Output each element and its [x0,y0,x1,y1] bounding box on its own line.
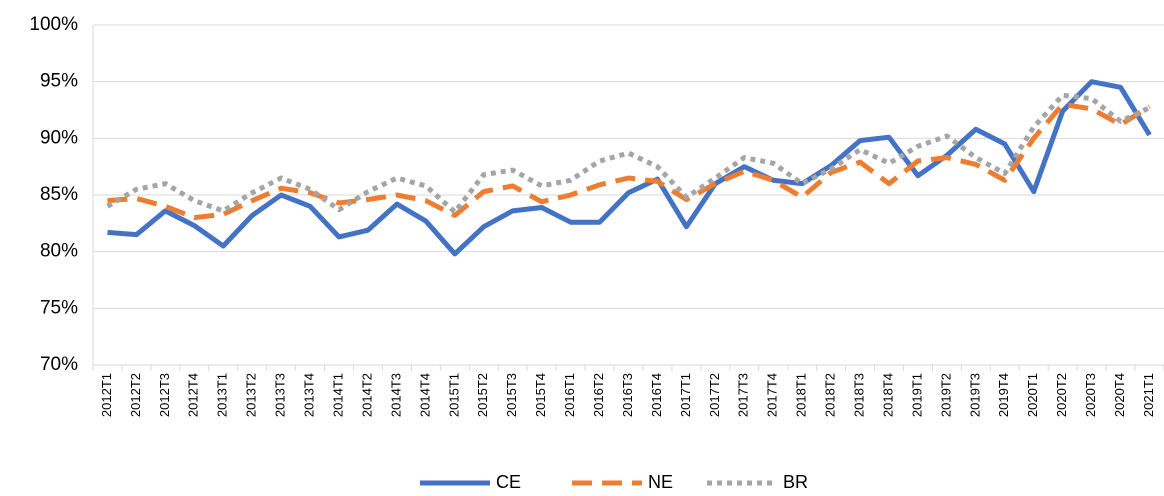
y-tick-label: 90% [40,127,78,148]
x-tick-label: 2012T4 [186,373,201,417]
x-tick-label: 2016T4 [649,373,664,417]
x-tick-label: 2012T3 [157,373,172,417]
x-tick-label: 2015T2 [475,373,490,417]
x-tick-label: 2021T1 [1141,373,1156,417]
x-tick-label: 2019T2 [938,373,953,417]
legend-label: CE [496,472,521,491]
y-tick-label: 100% [29,14,78,35]
x-tick-label: 2018T1 [794,373,809,417]
x-tick-label: 2014T2 [359,373,374,417]
x-tick-label: 2013T2 [244,373,259,417]
x-tick-label: 2018T2 [823,373,838,417]
x-tick-label: 2019T4 [996,373,1011,417]
x-tick-label: 2020T4 [1112,373,1127,417]
x-tick-label: 2015T4 [533,373,548,417]
series-line [107,101,1151,221]
x-tick-label: 2014T3 [388,373,403,417]
x-tick-label: 2013T4 [302,373,317,417]
y-tick-label: 75% [40,297,78,318]
x-tick-label: 2013T1 [215,373,230,417]
x-tick-label: 2020T2 [1054,373,1069,417]
x-tick-label: 2017T4 [765,373,780,417]
x-tick-label: 2019T3 [967,373,982,417]
y-tick-label: 80% [40,241,78,262]
y-tick-label: 85% [40,184,78,205]
x-tick-label: 2015T1 [446,373,461,417]
x-tick-label: 2018T3 [852,373,867,417]
series-line [107,79,1152,257]
legend-label: NE [648,472,673,491]
x-tick-label: 2017T3 [736,373,751,417]
x-tick-label: 2014T1 [330,373,345,417]
x-tick-label: 2016T2 [591,373,606,417]
x-tick-label: 2017T2 [707,373,722,417]
x-tick-label: 2018T4 [880,373,895,417]
x-tick-label: 2017T1 [678,373,693,417]
series-line [106,92,1151,215]
x-tick-label: 2019T1 [909,373,924,417]
x-tick-label: 2012T2 [128,373,143,417]
x-tick-label: 2014T4 [417,373,432,417]
legend-label: BR [783,472,808,491]
x-tick-label: 2016T1 [562,373,577,417]
x-tick-label: 2015T3 [504,373,519,417]
x-tick-label: 2020T3 [1083,373,1098,417]
x-tick-label: 2013T3 [273,373,288,417]
y-tick-label: 70% [40,354,78,375]
x-tick-label: 2012T1 [99,373,114,417]
x-tick-label: 2020T1 [1025,373,1040,417]
y-tick-label: 95% [40,71,78,92]
x-tick-label: 2016T3 [620,373,635,417]
